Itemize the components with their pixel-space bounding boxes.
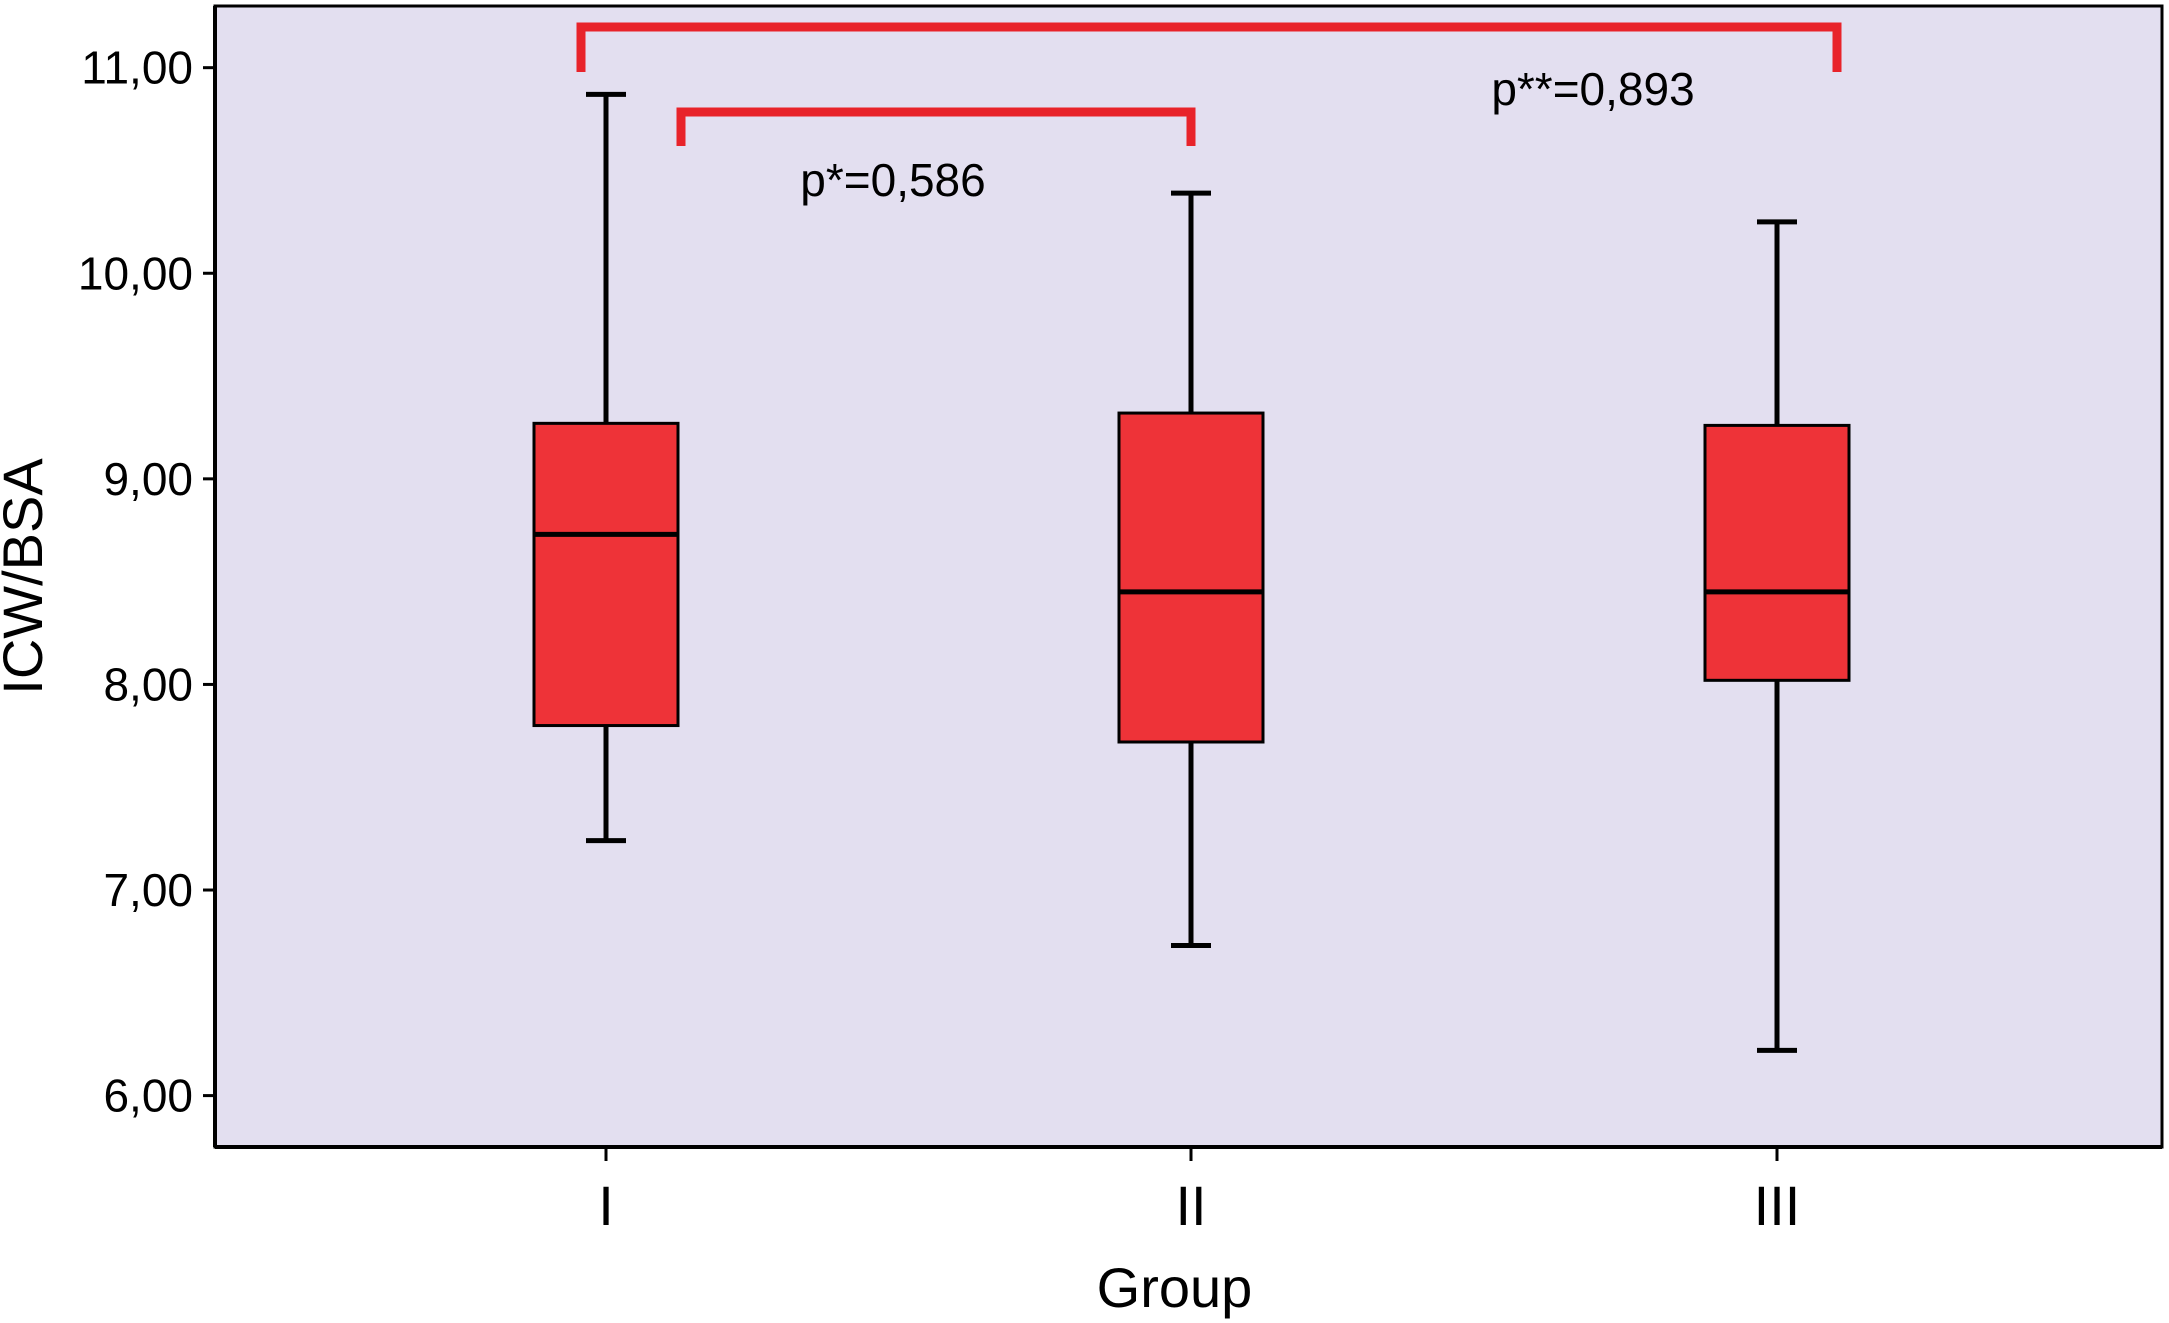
y-tick-label: 10,00 <box>78 247 193 299</box>
comparison-bracket <box>576 22 1842 72</box>
iqr-box <box>1703 423 1851 682</box>
boxes <box>532 91 1851 1053</box>
x-axis-title: Group <box>1097 1256 1253 1319</box>
iqr-box <box>532 421 680 728</box>
x-tick-label: II <box>1175 1174 1206 1237</box>
x-tick-label: I <box>598 1174 614 1237</box>
comparison-bracket <box>676 107 1196 146</box>
comparison-I-III: p**=0,893 <box>576 22 1842 115</box>
box-II <box>1117 190 1265 949</box>
p-value-label: p**=0,893 <box>1491 63 1694 115</box>
comparison-brackets: p*=0,586 p**=0,893 <box>576 22 1842 206</box>
p-value-label: p*=0,586 <box>800 154 985 206</box>
y-tick-label: 7,00 <box>103 864 193 916</box>
box-I <box>532 91 680 844</box>
y-tick-label: 11,00 <box>81 42 193 94</box>
iqr-box <box>1117 411 1265 744</box>
comparison-I-II: p*=0,586 <box>676 107 1196 206</box>
y-tick-label: 8,00 <box>103 658 193 710</box>
y-tick-label: 9,00 <box>103 453 193 505</box>
y-axis-title: ICW/BSA <box>0 458 54 695</box>
box-III <box>1703 219 1851 1053</box>
x-tick-label: III <box>1754 1174 1801 1237</box>
y-tick-label: 6,00 <box>103 1070 193 1122</box>
